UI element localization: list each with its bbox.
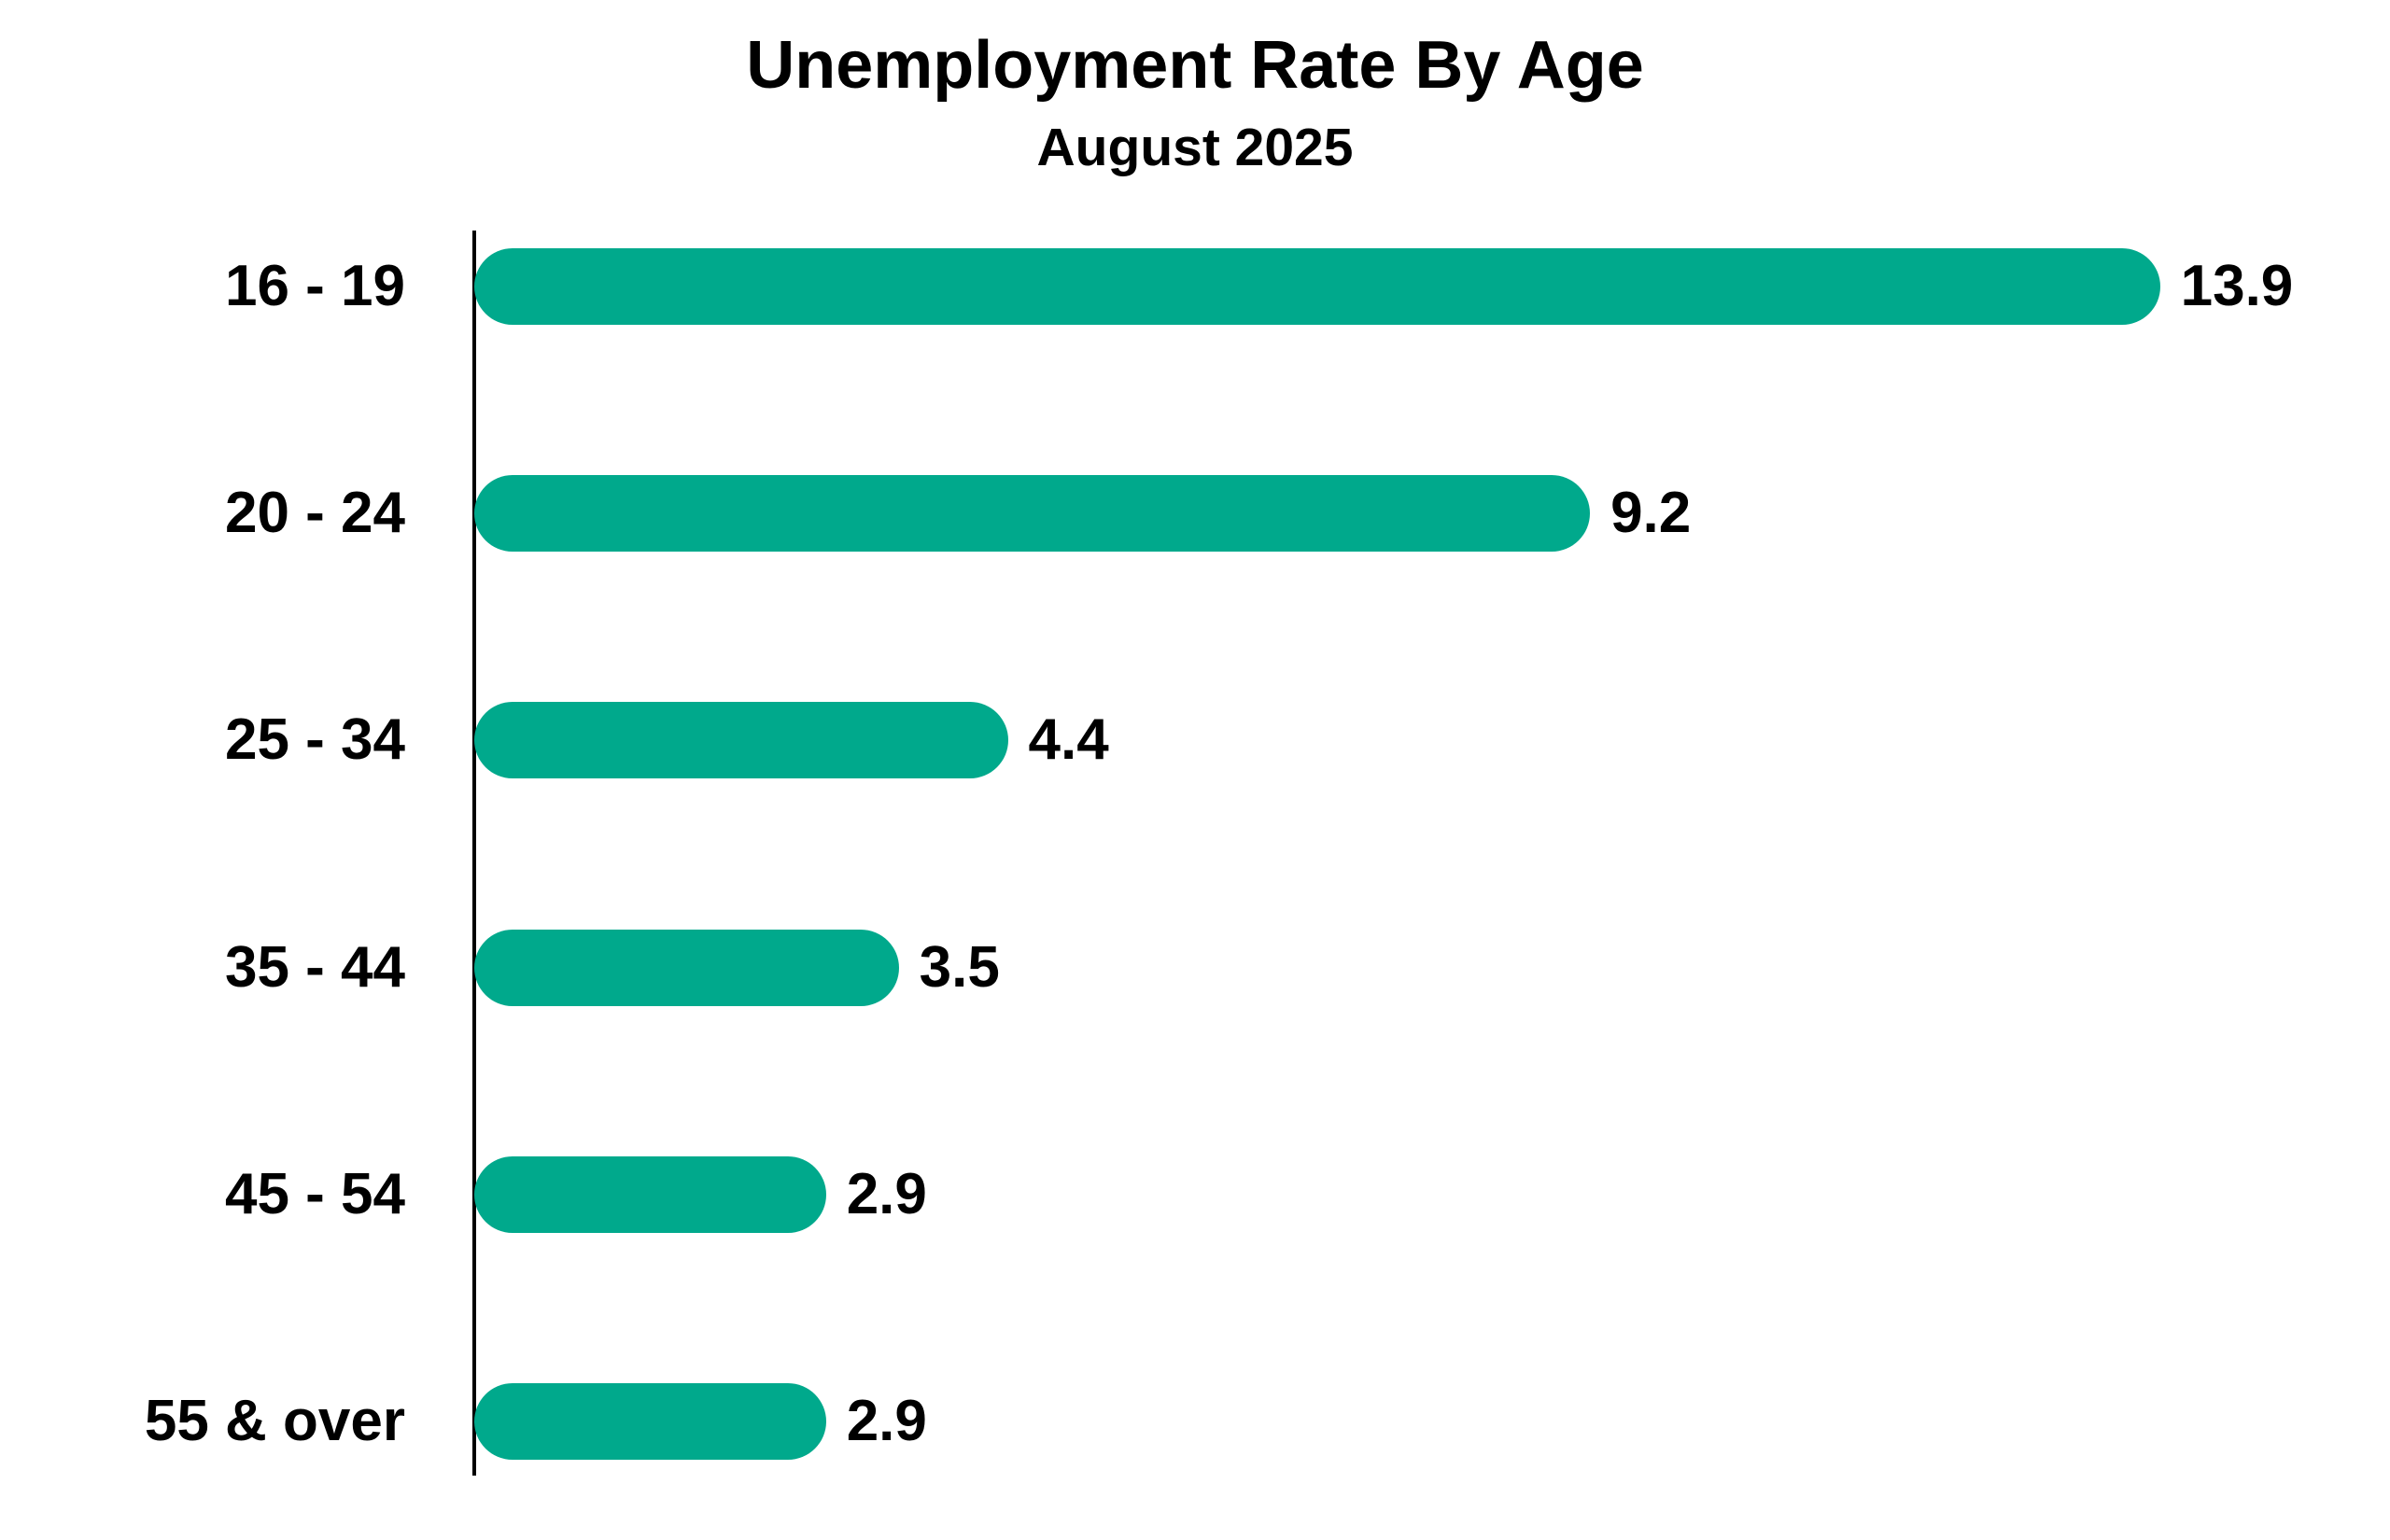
chart-header: Unemployment Rate By Age August 2025	[0, 32, 2390, 175]
bar	[474, 248, 2160, 325]
value-label: 13.9	[2180, 254, 2294, 318]
bar	[474, 475, 1591, 553]
bar-row: 20 - 24 9.2	[0, 475, 2390, 553]
category-label: 20 - 24	[224, 481, 405, 546]
value-label: 9.2	[1610, 481, 1692, 546]
bar-row: 55 & over 2.9	[0, 1383, 2390, 1460]
category-label: 25 - 34	[224, 707, 405, 773]
chart-subtitle: August 2025	[1036, 118, 1354, 177]
bar-row: 25 - 34 4.4	[0, 702, 2390, 779]
bar-row: 45 - 54 2.9	[0, 1155, 2390, 1233]
bar-row: 35 - 44 3.5	[0, 929, 2390, 1006]
bar	[474, 1155, 826, 1233]
value-label: 4.4	[1028, 707, 1109, 773]
category-label: 55 & over	[144, 1389, 405, 1453]
category-label: 16 - 19	[224, 254, 405, 318]
bar	[474, 1383, 826, 1460]
bar	[474, 702, 1008, 779]
y-axis-line	[472, 231, 476, 1476]
bar-row: 16 - 19 13.9	[0, 248, 2390, 325]
value-label: 2.9	[846, 1161, 927, 1226]
category-label: 35 - 44	[224, 934, 405, 1000]
chart-title: Unemployment Rate By Age	[746, 28, 1644, 103]
value-label: 3.5	[919, 934, 1000, 1000]
category-label: 45 - 54	[224, 1161, 405, 1226]
value-label: 2.9	[846, 1389, 927, 1453]
bar	[474, 929, 899, 1006]
